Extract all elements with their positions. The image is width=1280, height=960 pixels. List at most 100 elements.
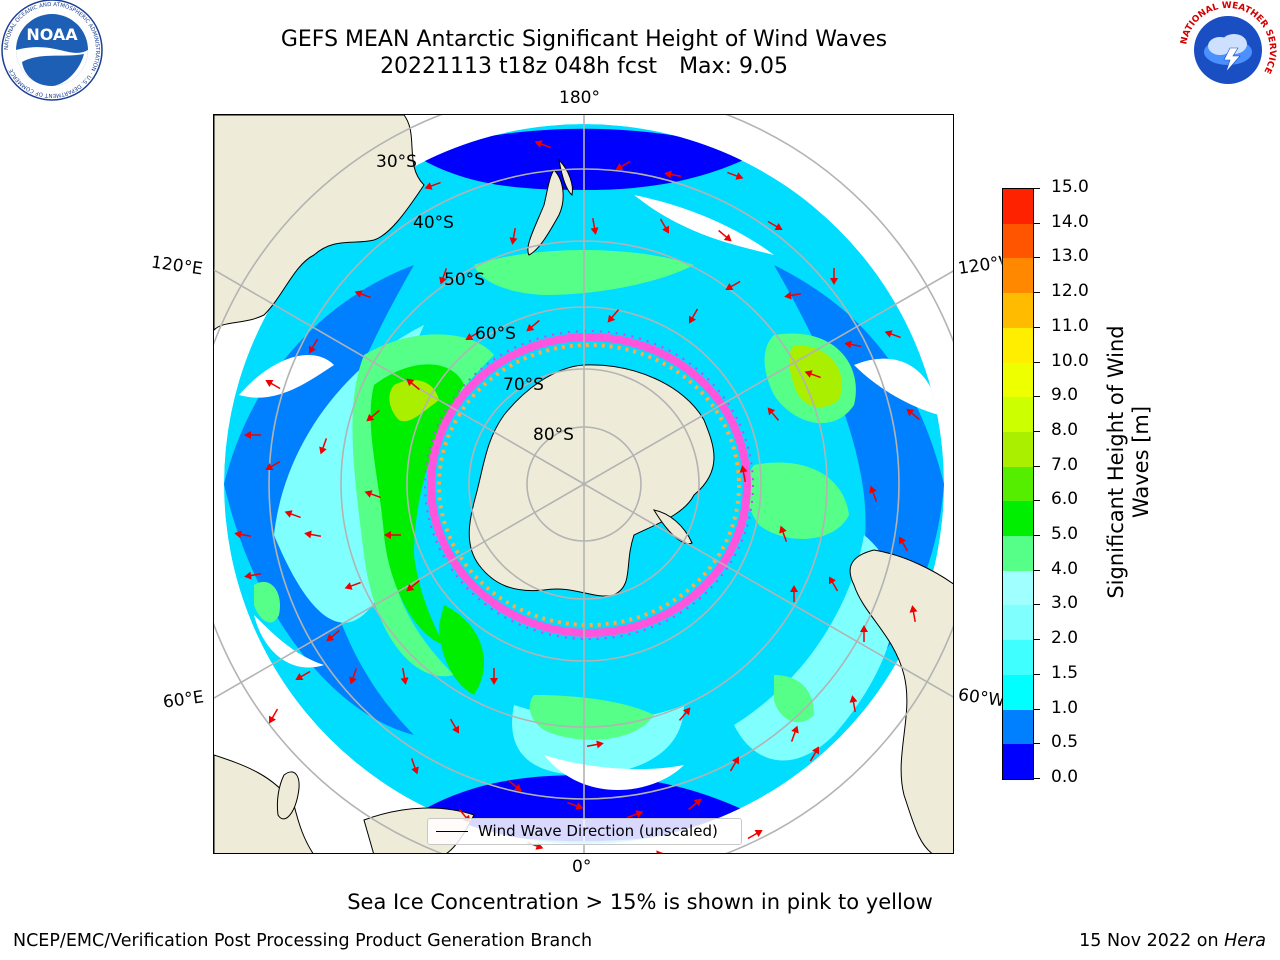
- colorbar-tick-label: 6.0: [1051, 489, 1079, 510]
- wave-direction-arrow: [688, 798, 702, 811]
- colorbar-tick-mark: [1034, 430, 1040, 432]
- colorbar-tick-mark: [1034, 326, 1040, 328]
- colorbar-tick-label: 14.0: [1051, 211, 1089, 232]
- colorbar-segment: [1003, 189, 1033, 224]
- wave-direction-arrow: [767, 407, 780, 421]
- colorbar-ticks: 0.0 0.5 1.0 1.5 2.0 3.0 4.0 5.0 6.0 7.0 8.0 9.0 10.0…: [1034, 179, 1114, 786]
- colorbar-tick-label: 0.0: [1051, 767, 1079, 787]
- wave-direction-arrow: [729, 756, 739, 772]
- colorbar-tick-mark: [1034, 673, 1040, 675]
- colorbar-tick-label: 0.5: [1051, 732, 1079, 753]
- wave-direction-arrow: [490, 668, 498, 685]
- colorbar-tick-mark: [1034, 778, 1040, 779]
- wave-direction-arrow: [265, 460, 281, 470]
- wave-direction-arrow: [906, 408, 920, 421]
- wave-direction-arrow: [406, 378, 420, 391]
- wave-direction-arrow: [844, 340, 862, 349]
- wave-direction-arrow: [344, 581, 361, 590]
- wave-direction-arrow: [509, 227, 518, 245]
- colorbar-tick-label: 3.0: [1051, 593, 1079, 614]
- colorbar-segment: [1003, 258, 1033, 294]
- colorbar-segment: [1003, 640, 1033, 675]
- lat-label-50s: 50°S: [444, 270, 485, 290]
- wave-direction-arrow: [849, 695, 858, 713]
- colorbar-tick-label: 13.0: [1051, 246, 1089, 267]
- wave-direction-arrow: [534, 140, 551, 149]
- lat-label-80s: 80°S: [533, 425, 574, 445]
- wave-direction-arrow: [284, 510, 301, 519]
- colorbar-tick-mark: [1034, 743, 1040, 745]
- wave-direction-arrow: [400, 667, 409, 685]
- wave-direction-arrow: [869, 485, 878, 502]
- wave-direction-arrow: [784, 291, 802, 300]
- graticule: [214, 115, 953, 853]
- wave-direction-arrow: [439, 268, 448, 285]
- colorbar-tick-label: 12.0: [1051, 281, 1089, 302]
- colorbar-tick-mark: [1034, 604, 1040, 606]
- wave-direction-arrow: [465, 330, 481, 340]
- wave-direction-arrow: [899, 536, 909, 552]
- lon-label-60e: 60°E: [161, 687, 206, 713]
- colorbar-segment: [1003, 536, 1033, 571]
- wave-direction-arrow: [779, 525, 788, 542]
- colorbar-segment: [1003, 605, 1033, 641]
- colorbar-tick-mark: [1034, 569, 1040, 571]
- colorbar-tick-label: 11.0: [1051, 315, 1089, 336]
- wave-direction-arrow: [664, 170, 682, 179]
- wave-direction-arrow: [309, 338, 319, 354]
- colorbar-segment: [1003, 744, 1033, 779]
- wave-direction-arrow: [244, 571, 262, 580]
- wave-direction-arrow: [659, 218, 669, 234]
- wave-direction-arrow: [590, 217, 599, 235]
- wave-direction-arrow: [526, 319, 540, 332]
- wave-direction-arrow: [244, 431, 261, 439]
- colorbar-tick-label: 8.0: [1051, 419, 1079, 440]
- colorbar-tick-mark: [1034, 639, 1040, 641]
- colorbar-segment: [1003, 362, 1033, 398]
- wave-direction-arrow: [909, 605, 918, 623]
- wave-direction-arrow: [627, 810, 644, 819]
- lon-label-180: 180°: [559, 88, 600, 108]
- lon-label-120e: 120°E: [149, 252, 204, 280]
- colorbar-segment: [1003, 327, 1033, 363]
- lon-label-0: 0°: [572, 857, 592, 877]
- wave-direction-arrow: [615, 160, 631, 170]
- lat-label-40s: 40°S: [413, 213, 454, 233]
- wave-direction-arrow: [689, 308, 699, 324]
- colorbar-segment: [1003, 293, 1033, 328]
- wave-direction-arrow: [234, 530, 252, 539]
- wave-direction-arrow: [265, 380, 281, 390]
- wave-direction-arrow: [384, 531, 401, 539]
- colorbar: [1002, 188, 1034, 780]
- chart-subtitle: 20221113 t18z 048h fcst Max: 9.05: [0, 54, 1168, 80]
- wind-wave-arrows: [234, 140, 920, 853]
- wave-direction-arrow: [424, 181, 441, 190]
- polar-map: [214, 115, 953, 853]
- wave-direction-arrow: [410, 758, 419, 775]
- wave-direction-arrow: [790, 725, 799, 742]
- colorbar-tick-mark: [1034, 535, 1040, 537]
- noaa-logo: NOAA NATIONAL OCEANIC AND ATMOSPHERIC AD…: [0, 0, 104, 104]
- colorbar-segment: [1003, 674, 1033, 710]
- wave-direction-arrow: [295, 670, 311, 680]
- colorbar-tick-mark: [1034, 465, 1040, 467]
- colorbar-tick-mark: [1034, 292, 1040, 294]
- sea-ice-caption: Sea Ice Concentration > 15% is shown in …: [347, 890, 933, 914]
- lon-label-60w: 60°W: [956, 685, 1004, 711]
- wave-direction-arrow: [804, 370, 821, 379]
- colorbar-segment: [1003, 709, 1033, 745]
- wave-direction-arrow: [586, 740, 604, 749]
- colorbar-segment: [1003, 223, 1033, 259]
- wave-direction-arrow: [767, 220, 783, 230]
- wave-direction-arrow: [326, 629, 340, 642]
- forecast-run-label: 20221113 t18z 048h fcst: [380, 54, 658, 79]
- max-value-label: Max: 9.05: [679, 54, 788, 79]
- map-panel: [213, 114, 954, 854]
- wave-direction-arrow: [727, 171, 744, 180]
- wave-direction-arrow: [607, 309, 620, 323]
- nws-logo: NATIONAL WEATHER SERVICE: [1176, 0, 1280, 104]
- wave-direction-arrow: [304, 530, 322, 539]
- wave-direction-arrow: [884, 330, 901, 339]
- footer-date: 15 Nov 2022 on Hera: [1079, 931, 1266, 951]
- colorbar-tick-label: 1.5: [1051, 662, 1079, 683]
